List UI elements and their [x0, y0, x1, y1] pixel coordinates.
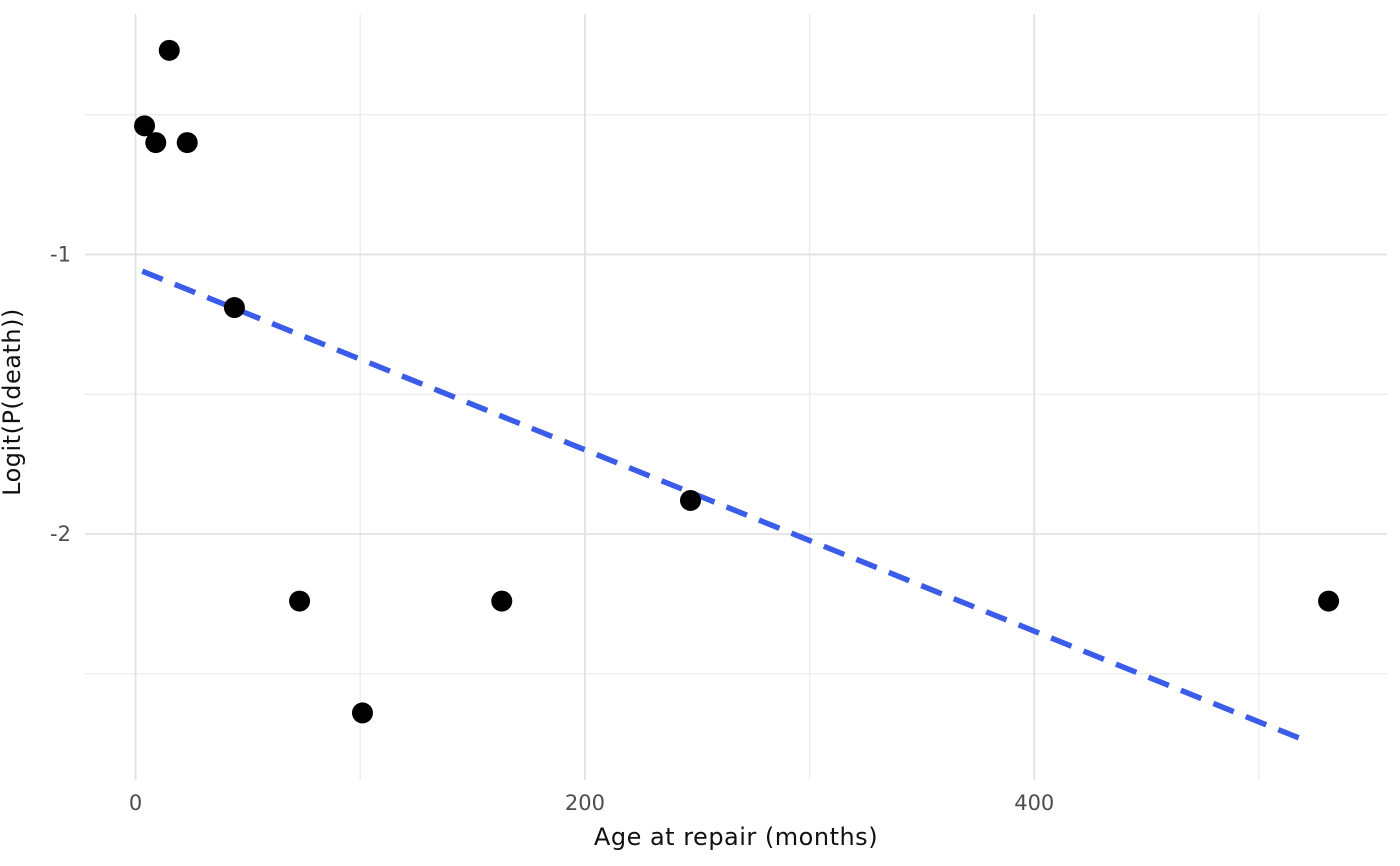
- y-axis-title: Logit(P(death)): [0, 308, 26, 496]
- y-tick-label: -2: [50, 522, 71, 546]
- y-tick-label: -1: [50, 242, 71, 266]
- data-point: [223, 297, 245, 319]
- data-point: [491, 590, 513, 612]
- data-point: [134, 115, 156, 137]
- data-point: [1318, 590, 1340, 612]
- data-point: [351, 702, 373, 724]
- data-point: [289, 590, 311, 612]
- x-tick-label: 0: [129, 791, 142, 815]
- data-point: [145, 132, 167, 154]
- x-tick-label: 400: [1014, 791, 1054, 815]
- x-tick-label: 200: [565, 791, 605, 815]
- data-point: [176, 132, 198, 154]
- data-point: [158, 39, 180, 61]
- trend-line: [141, 268, 1308, 744]
- data-point: [680, 489, 702, 511]
- x-axis-title: Age at repair (months): [593, 823, 879, 851]
